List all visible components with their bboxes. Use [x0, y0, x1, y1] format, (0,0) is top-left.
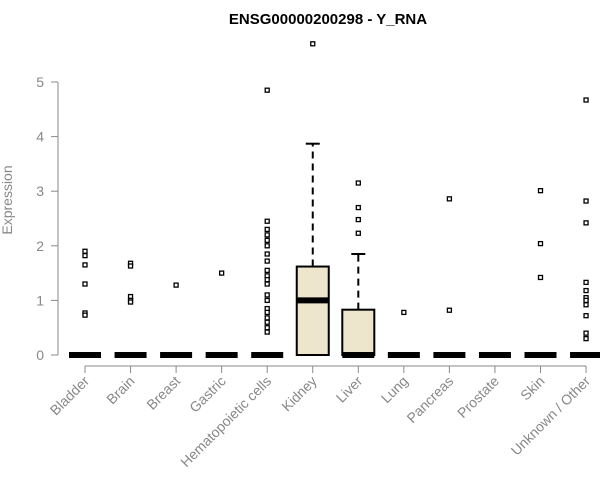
box-group — [251, 87, 284, 358]
outlier-point — [264, 315, 270, 321]
outlier-point — [264, 325, 270, 331]
y-tick-label: 1 — [36, 292, 44, 308]
outlier-point — [264, 297, 270, 304]
outlier-point — [583, 313, 589, 319]
outlier-point — [82, 312, 88, 318]
outlier-point — [355, 180, 361, 186]
y-axis-label: Expression — [0, 165, 15, 234]
x-tick-label: Pancreas — [403, 373, 456, 426]
outlier-point — [127, 263, 134, 269]
outlier-point — [355, 230, 361, 236]
outlier-point — [446, 307, 453, 313]
outlier-point — [264, 281, 270, 287]
x-tick-label: Lung — [378, 373, 411, 406]
box-group — [69, 248, 101, 358]
x-tick-label: Bladder — [47, 373, 93, 419]
outlier-point — [82, 248, 88, 254]
outlier-point — [583, 279, 589, 286]
y-tick-label: 3 — [36, 183, 44, 199]
x-tick-label: Hematopoietic cells — [177, 373, 274, 470]
box-group — [524, 188, 557, 358]
outlier-point — [583, 220, 589, 226]
y-tick-label: 2 — [36, 238, 44, 254]
outlier-point — [401, 309, 407, 316]
outlier-point — [537, 274, 544, 281]
box-group — [160, 282, 193, 358]
chart-title: ENSG00000200298 - Y_RNA — [229, 11, 427, 28]
outlier-point — [583, 302, 589, 308]
outlier-point — [264, 309, 270, 316]
y-tick-label: 4 — [36, 129, 44, 145]
box-group — [433, 196, 466, 358]
outlier-point — [264, 237, 270, 243]
outlier-point — [218, 270, 225, 276]
box-group — [205, 270, 238, 358]
outlier-point — [264, 226, 270, 233]
outlier-point — [355, 204, 361, 211]
outlier-point — [173, 282, 179, 288]
outlier-point — [583, 198, 589, 204]
outlier-point — [82, 262, 88, 268]
outlier-point — [264, 218, 270, 224]
x-tick-label: Gastric — [186, 373, 229, 416]
outlier-point — [537, 240, 544, 247]
x-tick-label: Breast — [143, 373, 183, 413]
outlier-point — [310, 41, 316, 47]
outlier-point — [264, 329, 270, 335]
outlier-point — [446, 196, 453, 202]
box-group — [570, 97, 600, 358]
box-iqr — [295, 265, 330, 357]
outlier-point — [264, 251, 270, 257]
x-tick-label: Prostate — [454, 373, 502, 421]
outlier-point — [537, 188, 544, 194]
outlier-point — [583, 297, 589, 304]
outlier-point — [264, 258, 270, 264]
outlier-point — [583, 330, 589, 336]
y-tick-label: 0 — [36, 347, 44, 363]
outlier-point — [583, 287, 589, 294]
x-tick-label: Liver — [333, 373, 366, 406]
box-group — [341, 180, 376, 358]
y-axis: 0 1 2 3 4 5 — [36, 74, 59, 363]
outlier-point — [583, 97, 589, 103]
boxes-layer — [69, 41, 600, 358]
box-group — [295, 41, 330, 357]
outlier-point — [583, 335, 589, 342]
outlier-point — [82, 252, 88, 259]
outlier-point — [264, 87, 270, 93]
outlier-point — [264, 319, 270, 325]
x-tick-label: Brain — [103, 373, 137, 407]
x-tick-label: Kidney — [278, 373, 320, 415]
outlier-point — [82, 281, 88, 287]
box-group — [114, 260, 147, 358]
outlier-point — [264, 232, 270, 238]
outlier-point — [127, 299, 134, 305]
outlier-point — [264, 243, 270, 249]
outlier-point — [264, 277, 270, 283]
x-tick-label: Unknown / Other — [508, 373, 594, 459]
box-group — [387, 309, 420, 358]
outlier-point — [264, 267, 270, 274]
box-iqr — [341, 308, 376, 357]
x-tick-label: Skin — [517, 373, 548, 404]
outlier-point — [264, 292, 270, 298]
y-tick-label: 5 — [36, 74, 44, 90]
outlier-point — [355, 216, 361, 223]
